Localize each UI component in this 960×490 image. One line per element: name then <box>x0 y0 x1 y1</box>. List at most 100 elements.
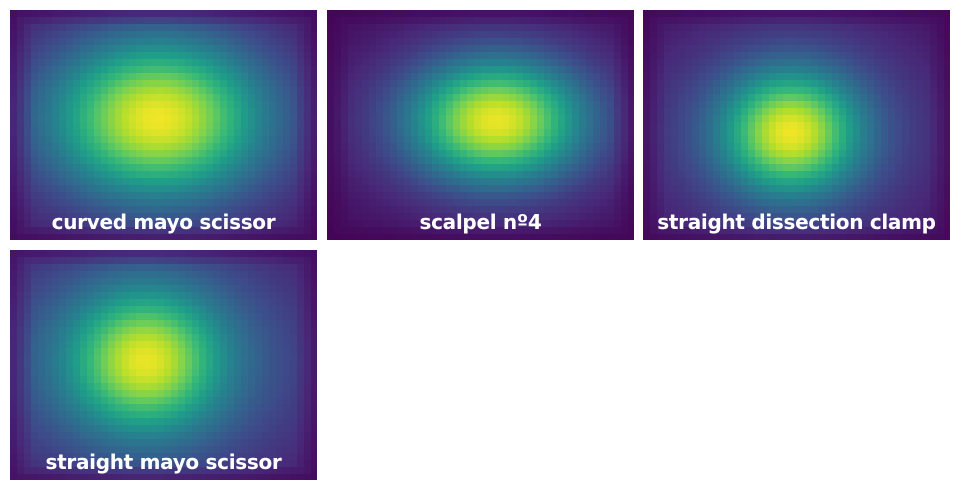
heatmap-cell <box>748 178 756 186</box>
heatmap-cell <box>867 227 875 235</box>
heatmap-cell <box>24 257 32 265</box>
heatmap-cell <box>706 52 714 60</box>
heatmap-cell <box>171 185 179 193</box>
heatmap-cell <box>769 73 777 81</box>
heatmap-cell <box>495 31 503 39</box>
heatmap-cell <box>115 73 123 81</box>
heatmap-cell <box>234 313 242 321</box>
heatmap-cell <box>38 129 46 137</box>
heatmap-cell <box>143 45 151 53</box>
heatmap-cell <box>790 143 798 151</box>
heatmap-cell <box>376 220 384 228</box>
heatmap-cell <box>516 66 524 74</box>
heatmap-cell <box>101 278 109 286</box>
heatmap-cell <box>446 136 454 144</box>
heatmap-straight-mayo-scissor <box>10 250 317 480</box>
heatmap-cell <box>516 129 524 137</box>
heatmap-cell <box>59 10 67 18</box>
heatmap-cell <box>220 320 228 328</box>
heatmap-cell <box>411 59 419 67</box>
heatmap-cell <box>248 192 256 200</box>
heatmap-cell <box>38 31 46 39</box>
heatmap-cell <box>45 171 53 179</box>
heatmap-cell <box>699 66 707 74</box>
heatmap-cell <box>495 213 503 221</box>
heatmap-cell <box>171 234 179 240</box>
heatmap-cell <box>376 17 384 25</box>
heatmap-cell <box>720 17 728 25</box>
heatmap-cell <box>31 59 39 67</box>
heatmap-cell <box>24 66 32 74</box>
heatmap-cell <box>937 31 945 39</box>
heatmap-cell <box>678 66 686 74</box>
heatmap-cell <box>804 129 812 137</box>
heatmap-cell <box>101 31 109 39</box>
heatmap-cell <box>199 17 207 25</box>
heatmap-cell <box>108 171 116 179</box>
heatmap-cell <box>881 66 889 74</box>
heatmap-cell <box>650 31 658 39</box>
heatmap-cell <box>248 80 256 88</box>
heatmap-cell <box>678 80 686 88</box>
heatmap-cell <box>276 31 284 39</box>
heatmap-cell <box>129 257 137 265</box>
heatmap-cell <box>727 150 735 158</box>
heatmap-cell <box>671 73 679 81</box>
heatmap-cell <box>269 227 277 235</box>
heatmap-cell <box>255 334 263 342</box>
heatmap-cell <box>31 206 39 214</box>
heatmap-cell <box>783 94 791 102</box>
heatmap-cell <box>192 250 200 258</box>
heatmap-cell <box>143 17 151 25</box>
heatmap-cell <box>311 334 317 342</box>
heatmap-cell <box>248 341 256 349</box>
heatmap-cell <box>579 66 587 74</box>
heatmap-cell <box>453 227 461 235</box>
heatmap-cell <box>122 129 130 137</box>
heatmap-cell <box>874 31 882 39</box>
heatmap-cell <box>283 10 291 18</box>
heatmap-cell <box>699 24 707 32</box>
heatmap-cell <box>853 206 861 214</box>
heatmap-cell <box>685 150 693 158</box>
heatmap-cell <box>650 59 658 67</box>
heatmap-cell <box>108 320 116 328</box>
heatmap-cell <box>881 129 889 137</box>
heatmap-cell <box>206 206 214 214</box>
heatmap-cell <box>143 234 151 240</box>
heatmap-cell <box>157 250 165 258</box>
heatmap-cell <box>227 73 235 81</box>
heatmap-cell <box>136 129 144 137</box>
heatmap-cell <box>150 66 158 74</box>
heatmap-cell <box>66 31 74 39</box>
heatmap-cell <box>467 115 475 123</box>
heatmap-cell <box>143 185 151 193</box>
heatmap-cell <box>31 108 39 116</box>
heatmap-cell <box>650 17 658 25</box>
heatmap-cell <box>467 38 475 46</box>
heatmap-cell <box>600 94 608 102</box>
heatmap-cell <box>122 327 130 335</box>
heatmap-cell <box>628 31 634 39</box>
heatmap-cell <box>439 150 447 158</box>
heatmap-cell <box>101 292 109 300</box>
heatmap-cell <box>516 115 524 123</box>
heatmap-cell <box>24 278 32 286</box>
heatmap-cell <box>853 122 861 130</box>
heatmap-cell <box>248 17 256 25</box>
heatmap-cell <box>129 264 137 272</box>
heatmap-cell <box>206 157 214 165</box>
heatmap-cell <box>432 192 440 200</box>
heatmap-cell <box>17 348 25 356</box>
heatmap-cell <box>614 234 622 240</box>
heatmap-cell <box>937 80 945 88</box>
heatmap-cell <box>136 17 144 25</box>
heatmap-cell <box>122 341 130 349</box>
heatmap-cell <box>825 192 833 200</box>
heatmap-cell <box>769 164 777 172</box>
heatmap-cell <box>220 199 228 207</box>
heatmap-cell <box>94 250 102 258</box>
heatmap-cell <box>404 164 412 172</box>
heatmap-cell <box>734 171 742 179</box>
heatmap-cell <box>495 171 503 179</box>
